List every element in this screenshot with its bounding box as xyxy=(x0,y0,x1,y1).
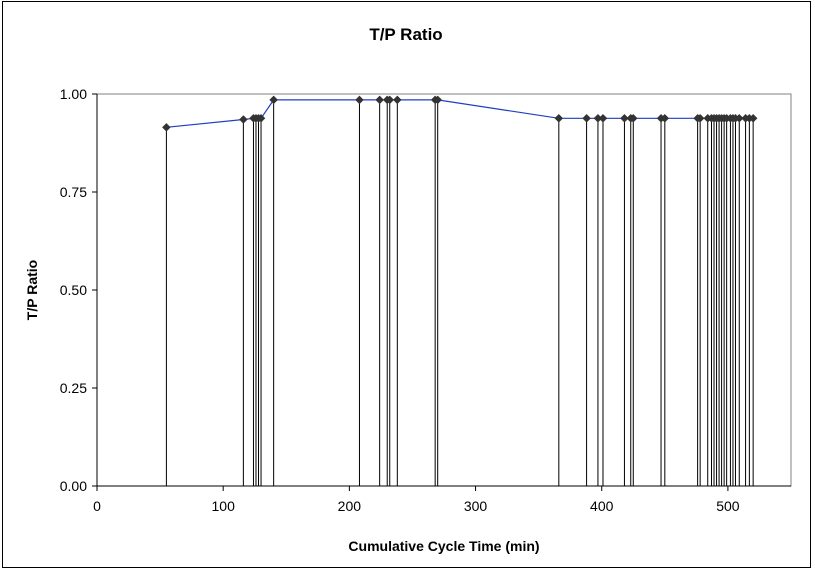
data-point xyxy=(269,95,279,105)
data-point xyxy=(598,113,608,123)
chart-title: T/P Ratio xyxy=(369,25,442,44)
markers-layer xyxy=(162,95,758,132)
y-tick-label: 0.50 xyxy=(60,282,87,298)
data-point xyxy=(385,95,395,105)
data-point xyxy=(628,113,638,123)
y-tick-label: 0.75 xyxy=(60,184,87,200)
data-point xyxy=(734,113,744,123)
x-tick-label: 500 xyxy=(716,498,740,514)
y-tick-label: 1.00 xyxy=(60,86,87,102)
x-tick-label: 300 xyxy=(464,498,488,514)
x-axis-label: Cumulative Cycle Time (min) xyxy=(348,538,539,554)
data-point xyxy=(392,95,402,105)
ticks-layer: 0.00 0.25 0.50 0.75 1.00 0 100 200 300 400 500 xyxy=(60,86,740,514)
data-point xyxy=(695,113,705,123)
data-point xyxy=(554,113,564,123)
data-point xyxy=(355,95,364,105)
data-point xyxy=(162,122,171,132)
data-point xyxy=(748,113,758,123)
x-tick-label: 0 xyxy=(93,498,101,514)
data-point xyxy=(660,113,670,123)
y-tick-label: 0.00 xyxy=(60,478,87,494)
x-tick-label: 100 xyxy=(212,498,236,514)
y-tick-label: 0.25 xyxy=(60,380,87,396)
y-axis-label: T/P Ratio xyxy=(24,260,40,320)
x-tick-label: 200 xyxy=(338,498,362,514)
data-point xyxy=(433,95,443,105)
plot-area xyxy=(96,93,792,487)
data-point xyxy=(239,115,248,124)
data-point xyxy=(582,113,591,123)
stems-layer xyxy=(165,99,754,486)
x-tick-label: 400 xyxy=(590,498,614,514)
data-point xyxy=(620,113,629,123)
data-point xyxy=(375,95,385,105)
data-point xyxy=(256,113,266,123)
